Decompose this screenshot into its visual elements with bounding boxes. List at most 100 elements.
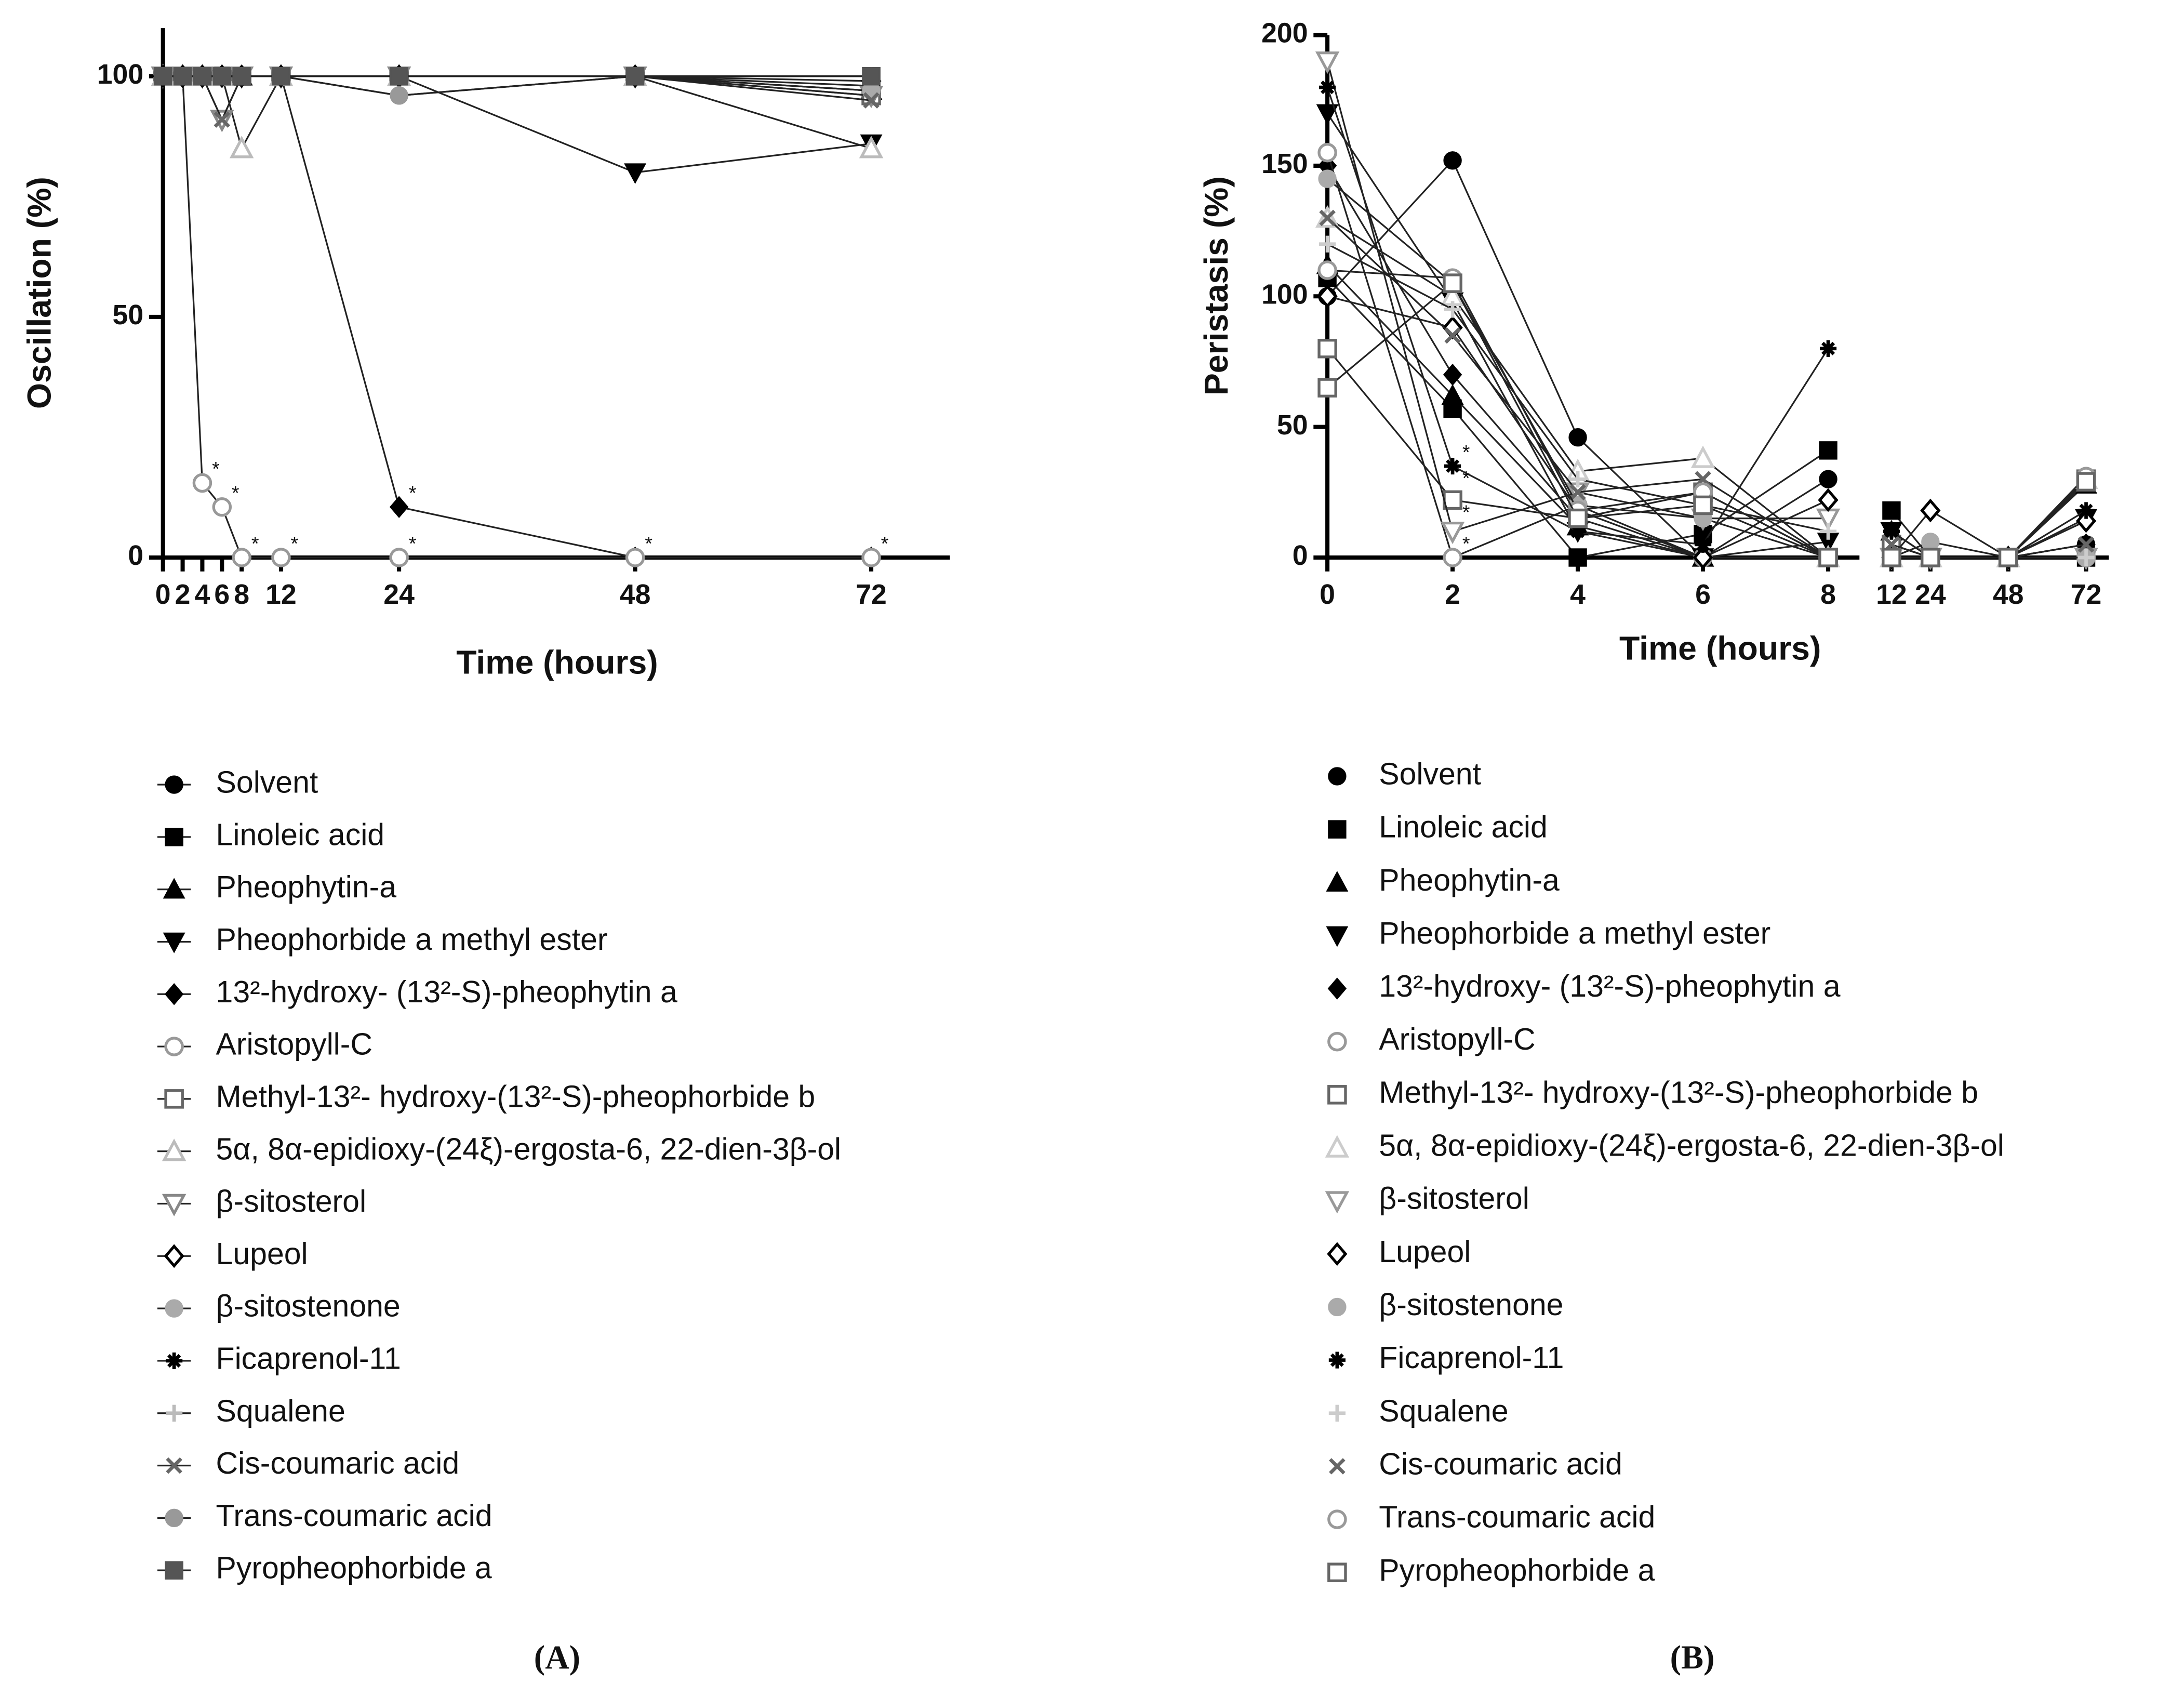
marker [1317,143,1337,163]
annotation: * [1462,501,1470,523]
marker [1317,378,1337,398]
annotation: * [232,482,239,504]
series-line [1891,481,2087,559]
marker [2076,472,2096,492]
legend-marker [162,1194,187,1216]
series-line [1890,509,2087,559]
marker [2078,536,2095,553]
y-tick-label: 150 [1261,148,1308,179]
legend-marker [1328,1352,1346,1369]
marker [1882,501,1901,520]
x-tick-label: 24 [1915,579,1946,610]
annotation: * [409,533,417,554]
x-tick-label: 72 [2071,579,2102,610]
x-tick-label: 8 [234,579,249,610]
legend-marker [165,1561,183,1580]
y-tick-label: 50 [113,299,144,330]
marker [389,496,409,518]
legend-label: Ficaprenol-11 [216,1342,401,1375]
legend-marker [1327,1031,1347,1052]
legend-marker [164,1244,184,1268]
annotation: * [251,533,259,554]
marker [1921,533,1940,551]
legend-marker [1325,1135,1350,1158]
legend-label: Methyl-13²- hydroxy-(13²-S)-pheophorbide… [216,1080,816,1114]
legend-label: 13²-hydroxy- (13²-S)-pheophytin a [216,975,677,1009]
legend-marker [164,1037,184,1056]
marker [1819,523,1837,540]
marker [859,136,884,158]
legend-label: Pyropheophorbide a [1379,1554,1655,1587]
series-line [163,75,872,559]
x-tick-label: 72 [856,579,887,610]
x-tick-label: 0 [155,579,171,610]
marker [1568,428,1587,447]
series-line [163,75,872,559]
legend-marker [166,1404,183,1422]
legend-label: 13²-hydroxy- (13²-S)-pheophytin a [1379,970,1840,1003]
marker [212,67,231,86]
x-tick-label: 4 [1570,579,1586,610]
x-tick-label: 6 [1695,579,1711,610]
marker [625,67,645,86]
legend-marker [165,775,183,794]
y-tick-label: 200 [1261,18,1308,49]
y-axis-label: Peristasis (%) [1197,176,1235,395]
marker [1440,521,1465,545]
marker [1443,490,1462,510]
marker [1998,548,2018,567]
legend-marker [1326,926,1349,947]
marker [624,163,647,184]
legend-label: Pyropheophorbide a [216,1552,492,1585]
annotation: * [212,458,220,480]
marker [232,548,251,567]
marker [1443,363,1462,386]
legend-label: Pheophorbide a methyl ester [1379,917,1770,950]
legend-label: Pheophytin-a [216,870,397,904]
marker [1443,151,1462,170]
marker [1693,546,1713,569]
marker [153,67,172,86]
marker [1818,488,1839,512]
marker [389,548,409,567]
legend-label: Pheophorbide a methyl ester [216,923,608,957]
legend-label: β-sitostenone [1379,1288,1563,1322]
legend-label: Cis-coumaric acid [1379,1447,1622,1481]
marker [1568,508,1588,528]
y-tick-label: 100 [1261,279,1308,310]
marker [1693,495,1713,515]
x-axis-label: Time (hours) [456,643,658,681]
marker [1317,339,1337,359]
legend-label: Pheophytin-a [1379,864,1560,897]
legend-marker [164,1089,184,1109]
legend-label: Trans-coumaric acid [1379,1501,1655,1534]
legend-label: Aristopyll-C [216,1028,372,1062]
marker [1818,548,1838,567]
marker [272,67,290,86]
legend-marker [1325,1191,1350,1214]
y-tick-label: 0 [1293,540,1308,571]
marker [390,86,408,105]
x-tick-label: 48 [620,579,651,610]
legend-marker [165,1508,183,1528]
legend-marker [164,983,184,1005]
marker [2078,502,2095,519]
annotation: * [291,533,299,554]
legend-label: Lupeol [1379,1235,1471,1269]
legend-marker [1327,1562,1347,1582]
marker [1819,441,1837,460]
x-tick-label: 6 [214,579,230,610]
marker [192,473,212,493]
legend-label: 5α, 8α-epidioxy-(24ξ)-ergosta-6, 22-dien… [216,1132,842,1166]
marker [1315,51,1340,74]
annotation: * [1462,441,1470,463]
legend-label: β-sitosterol [1379,1182,1529,1216]
marker [1316,104,1339,125]
legend-label: β-sitostenone [216,1290,401,1323]
marker [861,548,881,567]
marker [1694,536,1712,553]
marker [863,92,880,109]
x-tick-label: 12 [265,579,297,610]
marker [1319,235,1336,253]
x-tick-label: 2 [175,579,191,610]
